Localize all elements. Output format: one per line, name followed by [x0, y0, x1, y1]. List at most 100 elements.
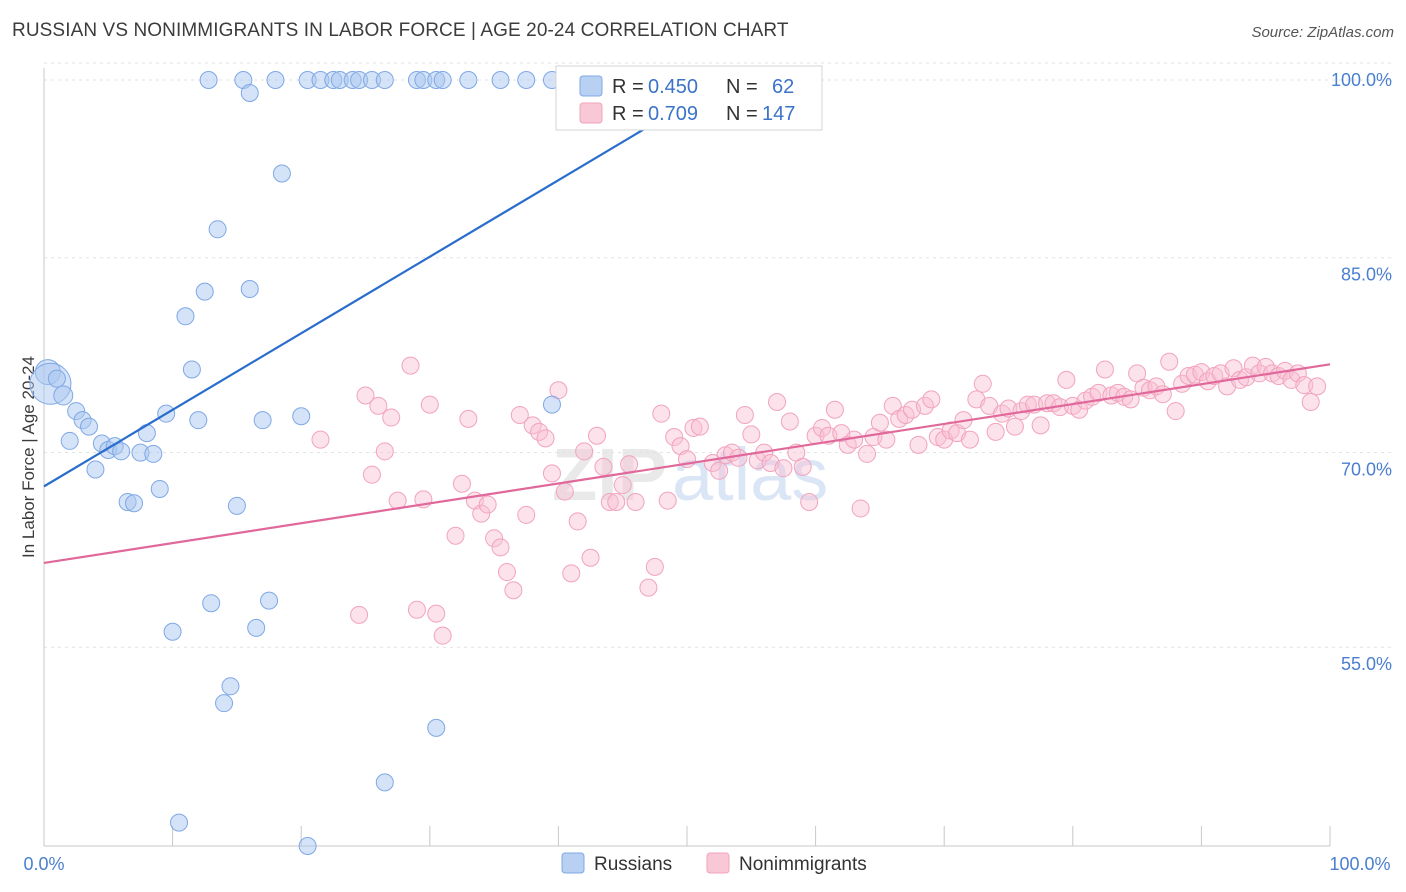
legend-r-value-russians: 0.450 [648, 76, 698, 98]
nonimmigrants-point [472, 504, 491, 523]
nonimmigrants-point [645, 557, 664, 576]
russians-point [112, 442, 131, 461]
nonimmigrants-point [877, 430, 896, 449]
russians-points [29, 71, 819, 855]
nonimmigrants-point [800, 492, 819, 511]
source-credit: Source: ZipAtlas.com [1251, 24, 1394, 41]
nonimmigrants-point [1031, 416, 1050, 435]
nonimmigrants-point [446, 526, 465, 545]
nonimmigrants-point [356, 386, 375, 405]
russians-point [144, 444, 163, 463]
russians-point [260, 591, 279, 610]
nonimmigrants-point [774, 459, 793, 478]
nonimmigrants-point [825, 400, 844, 419]
nonimmigrants-point [581, 548, 600, 567]
nonimmigrants-point [523, 416, 542, 435]
russians-point [137, 424, 156, 443]
nonimmigrants-point [478, 495, 497, 514]
russians-point [517, 71, 536, 89]
nonimmigrants-point [986, 422, 1005, 441]
nonimmigrants-point [485, 529, 504, 548]
nonimmigrants-point [780, 412, 799, 431]
russians-point [240, 83, 259, 102]
nonimmigrants-point [510, 405, 529, 424]
nonimmigrants-point [922, 390, 941, 409]
nonimmigrants-point [607, 492, 626, 511]
x-tick-label-max: 100.0% [1329, 854, 1390, 874]
x-axis-ticks [43, 826, 1331, 846]
y-tick-label: 70.0% [1341, 459, 1392, 479]
nonimmigrants-point [1308, 377, 1327, 396]
nonimmigrants-point [858, 444, 877, 463]
nonimmigrants-point [729, 448, 748, 467]
russians-point [150, 479, 169, 498]
nonimmigrants-point [420, 395, 439, 414]
nonimmigrants-point [562, 564, 581, 583]
nonimmigrants-point [459, 409, 478, 428]
nonimmigrants-point [1070, 400, 1089, 419]
russians-point [86, 460, 105, 479]
russians-point [163, 622, 182, 641]
legend-n-value-nonimmigrants: 147 [762, 103, 795, 125]
russians-point [298, 837, 317, 855]
legend-r-value-nonimmigrants: 0.709 [648, 103, 698, 125]
nonimmigrants-point [1224, 359, 1243, 378]
nonimmigrants-points [311, 352, 1327, 645]
russians-point [433, 71, 452, 89]
legend-swatch-nonimmigrants [579, 102, 603, 124]
nonimmigrants-point [690, 417, 709, 436]
russians-point [125, 494, 144, 513]
legend-n-label-nonimmigrants: N = [726, 103, 758, 125]
russians-point [221, 677, 240, 696]
nonimmigrants-point [620, 455, 639, 474]
russians-point [176, 307, 195, 326]
nonimmigrants-point [1301, 392, 1320, 411]
russians-point [208, 220, 227, 239]
y-tick-label: 100.0% [1331, 70, 1392, 90]
nonimmigrants-point [973, 374, 992, 393]
nonimmigrants-point [1295, 376, 1314, 395]
nonimmigrants-point [1160, 352, 1179, 371]
nonimmigrants-point [915, 396, 934, 415]
legend-r-label-nonimmigrants: R = [612, 103, 644, 125]
nonimmigrants-point [626, 492, 645, 511]
russians-point [542, 395, 561, 414]
y-axis-label: In Labor Force | Age 20-24 [19, 356, 38, 558]
russians-point [182, 360, 201, 379]
nonimmigrants-point [575, 442, 594, 461]
nonimmigrants-point [1095, 360, 1114, 379]
trend-lines [43, 118, 1331, 565]
russians-point [375, 71, 394, 89]
nonimmigrants-point [793, 457, 812, 476]
russians-point [60, 431, 79, 450]
bottom-legend-label-nonimmigrants: Nonimmigrants [739, 854, 867, 875]
legend-n-label-russians: N = [726, 76, 758, 98]
y-axis-tick-labels: 55.0% 70.0% 85.0% 100.0% [1331, 70, 1392, 674]
nonimmigrants-point [542, 464, 561, 483]
nonimmigrants-point [375, 442, 394, 461]
nonimmigrants-point [536, 429, 555, 448]
nonimmigrants-point [1018, 395, 1037, 414]
nonimmigrants-point [401, 356, 420, 375]
nonimmigrants-point [517, 505, 536, 524]
russians-point [266, 71, 285, 89]
nonimmigrants-point [497, 563, 516, 582]
chart-title: RUSSIAN VS NONIMMIGRANTS IN LABOR FORCE … [12, 20, 789, 41]
gridlines [44, 62, 1392, 648]
nonimmigrants-point [909, 435, 928, 454]
russians-point [215, 694, 234, 713]
legend: R = 0.450 N = 62 R = 0.709 N = 147 [555, 65, 823, 131]
nonimmigrants-point [369, 396, 388, 415]
nonimmigrants-point [452, 474, 471, 493]
nonimmigrants-point [652, 404, 671, 423]
nonimmigrants-point [568, 512, 587, 531]
nonimmigrants-point [710, 461, 729, 480]
nonimmigrants-point [600, 492, 619, 511]
legend-n-value-russians: 62 [772, 76, 794, 98]
nonimmigrants-point [530, 422, 549, 441]
russians-point [199, 71, 218, 89]
russians-point [240, 280, 259, 299]
y-tick-label: 85.0% [1341, 265, 1392, 285]
russians-point [170, 813, 189, 832]
